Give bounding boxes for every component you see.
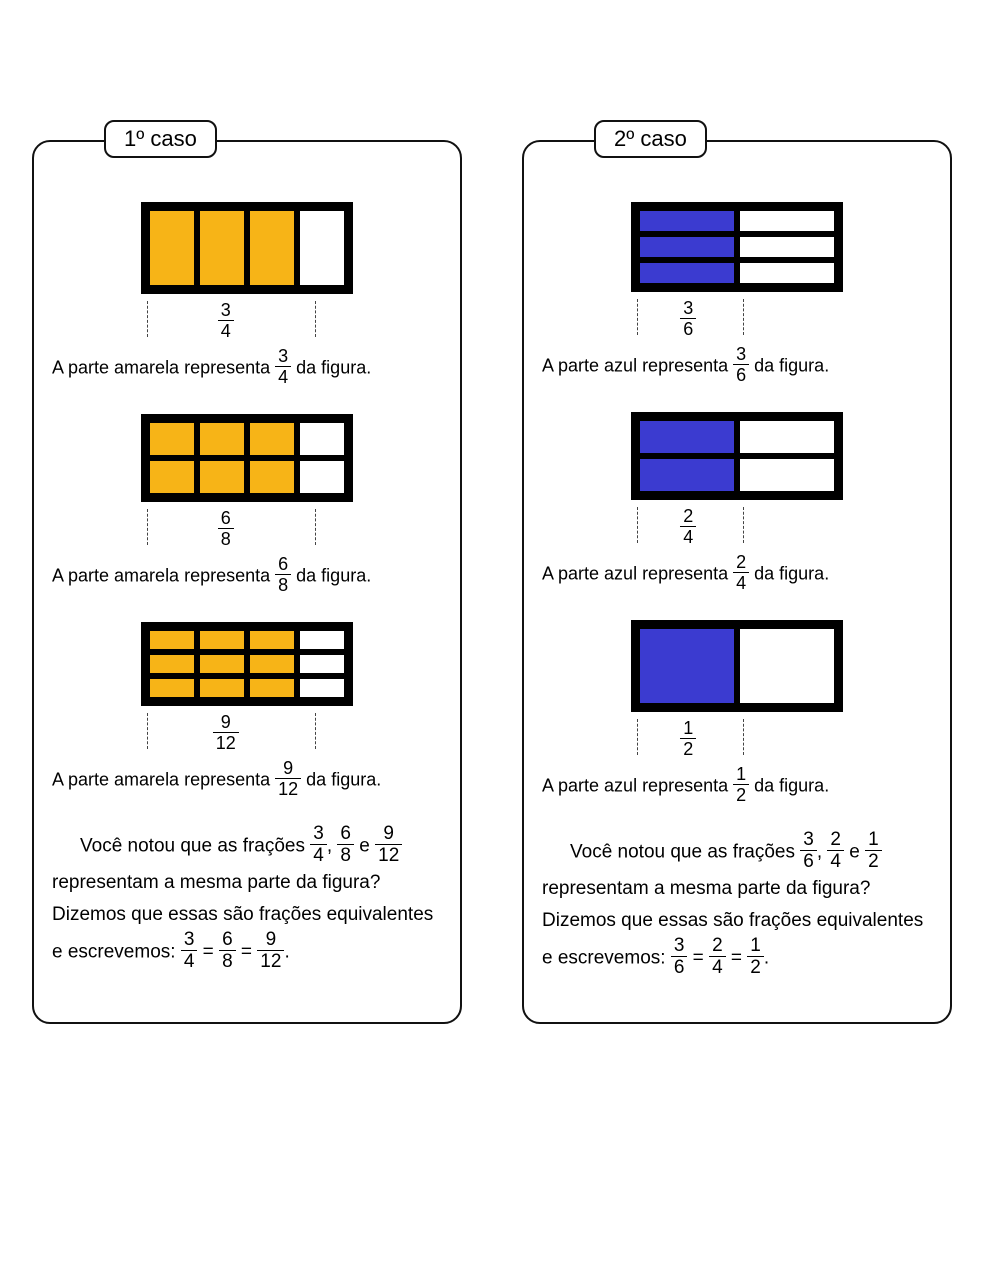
fraction-label: 68 bbox=[218, 511, 234, 550]
grid-cell bbox=[247, 628, 297, 652]
fraction-guides: 68 bbox=[141, 509, 353, 549]
case1-summary: Você notou que as frações 34, 68 e 912 r… bbox=[52, 826, 442, 973]
grid-cell bbox=[147, 458, 197, 496]
grid-cell bbox=[297, 676, 347, 700]
fraction-label: 12 bbox=[680, 721, 696, 760]
grid-cell bbox=[247, 652, 297, 676]
grid-cell bbox=[147, 208, 197, 288]
grid-cell bbox=[637, 456, 737, 494]
grid-cell bbox=[197, 652, 247, 676]
fraction-label: 24 bbox=[680, 509, 696, 548]
grid-cell bbox=[147, 628, 197, 652]
fraction-grid bbox=[141, 202, 353, 294]
grid-cell bbox=[637, 234, 737, 260]
case1-figure-1: 34 bbox=[52, 202, 442, 341]
case1-box: 1º caso 34 A parte amarela representa 34… bbox=[32, 140, 462, 1024]
case2-figure-3: 12 bbox=[542, 620, 932, 759]
grid-cell bbox=[147, 652, 197, 676]
fraction-label: 36 bbox=[680, 301, 696, 340]
case1-figure-3: 912 bbox=[52, 622, 442, 753]
grid-cell bbox=[737, 234, 837, 260]
fraction-grid bbox=[631, 202, 843, 292]
grid-cell bbox=[737, 208, 837, 234]
fraction-label: 34 bbox=[218, 303, 234, 342]
grid-cell bbox=[737, 418, 837, 456]
grid-cell bbox=[197, 628, 247, 652]
grid-cell bbox=[637, 626, 737, 706]
page: 1º caso 34 A parte amarela representa 34… bbox=[0, 0, 984, 1084]
grid-cell bbox=[247, 458, 297, 496]
case2-caption-1: A parte azul representa 36 da figura. bbox=[542, 347, 932, 386]
grid-cell bbox=[297, 208, 347, 288]
grid-cell bbox=[197, 458, 247, 496]
case1-caption-2: A parte amarela representa 68 da figura. bbox=[52, 557, 442, 596]
fraction-label: 912 bbox=[213, 715, 239, 754]
grid-cell bbox=[197, 420, 247, 458]
fraction-grid bbox=[141, 414, 353, 502]
case1-figure-2: 68 bbox=[52, 414, 442, 549]
fraction-guides: 36 bbox=[631, 299, 843, 339]
fraction-guides: 24 bbox=[631, 507, 843, 547]
fraction-guides: 12 bbox=[631, 719, 843, 759]
grid-cell bbox=[637, 260, 737, 286]
grid-cell bbox=[637, 208, 737, 234]
grid-cell bbox=[737, 260, 837, 286]
case2-caption-3: A parte azul representa 12 da figura. bbox=[542, 767, 932, 806]
grid-cell bbox=[297, 652, 347, 676]
grid-cell bbox=[247, 420, 297, 458]
grid-cell bbox=[147, 676, 197, 700]
case2-figure-2: 24 bbox=[542, 412, 932, 547]
grid-cell bbox=[297, 420, 347, 458]
grid-cell bbox=[247, 208, 297, 288]
case1-caption-3: A parte amarela representa 912 da figura… bbox=[52, 761, 442, 800]
fraction-grid bbox=[141, 622, 353, 706]
case1-tab: 1º caso bbox=[104, 120, 217, 158]
grid-cell bbox=[197, 208, 247, 288]
grid-cell bbox=[737, 456, 837, 494]
grid-cell bbox=[247, 676, 297, 700]
grid-cell bbox=[297, 628, 347, 652]
fraction-grid bbox=[631, 412, 843, 500]
fraction-grid bbox=[631, 620, 843, 712]
grid-cell bbox=[737, 626, 837, 706]
case1-caption-1: A parte amarela representa 34 da figura. bbox=[52, 349, 442, 388]
case2-figure-1: 36 bbox=[542, 202, 932, 339]
grid-cell bbox=[147, 420, 197, 458]
grid-cell bbox=[637, 418, 737, 456]
case2-caption-2: A parte azul representa 24 da figura. bbox=[542, 555, 932, 594]
case2-box: 2º caso 36 A parte azul representa 36 da… bbox=[522, 140, 952, 1024]
case2-summary: Você notou que as frações 36, 24 e 12 re… bbox=[542, 832, 932, 979]
grid-cell bbox=[297, 458, 347, 496]
fraction-guides: 34 bbox=[141, 301, 353, 341]
fraction-guides: 912 bbox=[141, 713, 353, 753]
case2-tab: 2º caso bbox=[594, 120, 707, 158]
grid-cell bbox=[197, 676, 247, 700]
